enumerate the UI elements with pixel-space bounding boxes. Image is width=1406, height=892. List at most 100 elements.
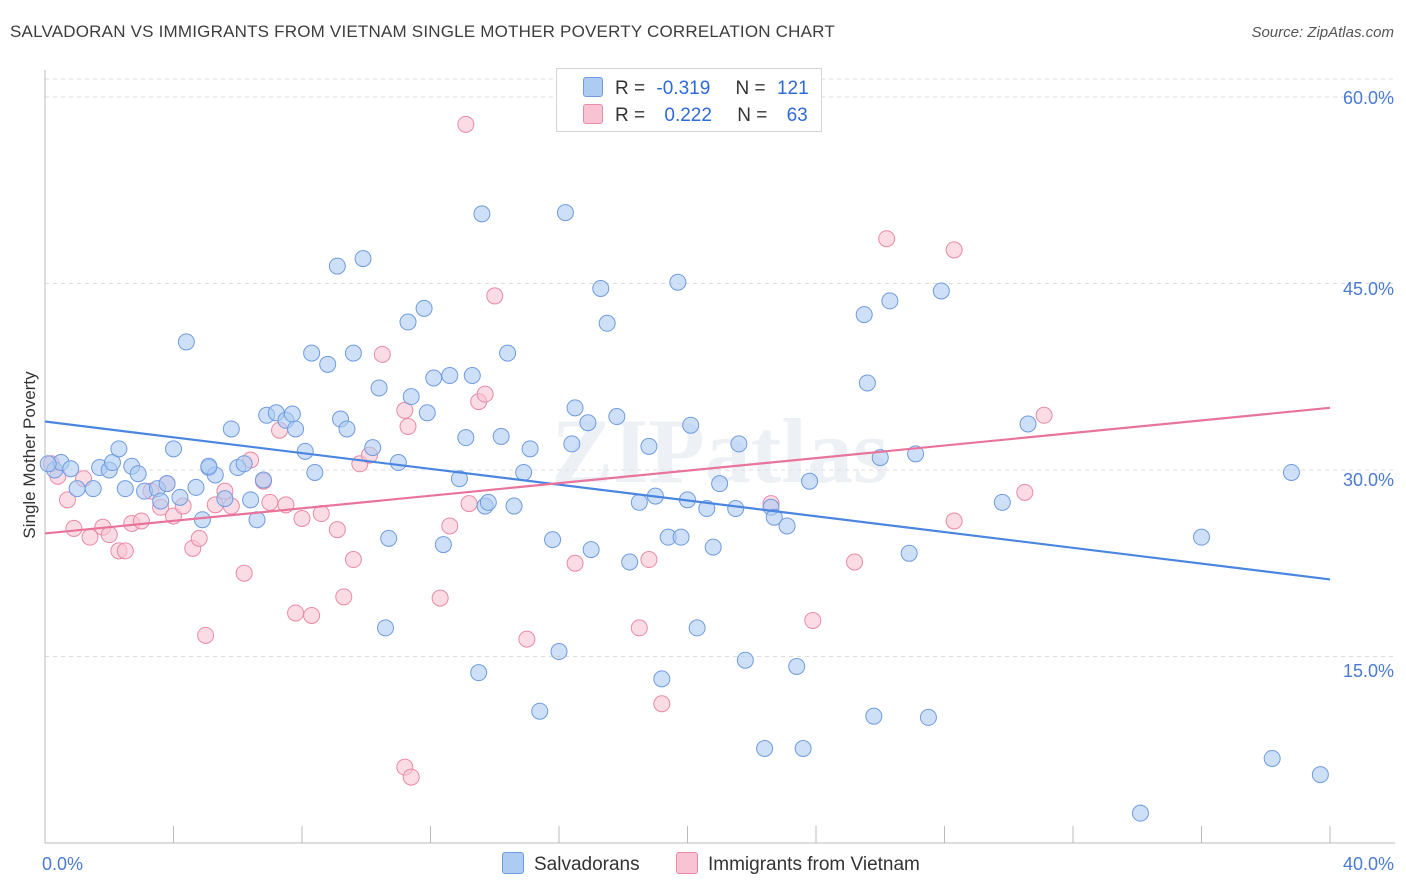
vietnam-point [486, 287, 504, 305]
data-points [39, 115, 1329, 822]
vietnam-point [235, 564, 253, 582]
y-tick-label-45: 45.0% [1343, 279, 1394, 299]
salvadoran-point [415, 299, 433, 317]
salvadoran-point [505, 497, 523, 515]
vietnam-point [132, 512, 150, 530]
correlation-legend: R = -0.319 N = 121 R = 0.222 N = 63 [556, 68, 822, 132]
salvadoran-point [563, 435, 581, 453]
axes [44, 70, 1395, 844]
bottom-legend-swatch-vietnam [676, 852, 698, 874]
legend-r-value-salvadorans: -0.319 [656, 78, 711, 99]
salvadoran-point [801, 472, 819, 490]
salvadoran-point [598, 314, 616, 332]
vietnam-point [566, 554, 584, 572]
vietnam-point [1016, 483, 1034, 501]
salvadoran-point [499, 344, 517, 362]
salvadoran-point [640, 437, 658, 455]
trend-lines [44, 406, 1331, 581]
salvadoran-point [370, 379, 388, 397]
salvadoran-point [177, 333, 195, 351]
salvadoran-point [187, 478, 205, 496]
vietnam-point [518, 630, 536, 648]
salvadoran-point [900, 544, 918, 562]
salvadoran-point [579, 414, 597, 432]
vietnam-point [293, 509, 311, 527]
salvadoran-point [364, 439, 382, 457]
salvadoran-point [993, 493, 1011, 511]
vietnam-point [441, 517, 459, 535]
chart-title: SALVADORAN VS IMMIGRANTS FROM VIETNAM SI… [10, 22, 835, 41]
salvadoran-point [621, 553, 639, 571]
vietnam-point [373, 345, 391, 363]
salvadoran-point [425, 369, 443, 387]
bottom-legend-vietnam: Immigrants from Vietnam [676, 852, 920, 876]
vietnam-point [287, 604, 305, 622]
salvadoran-point [62, 460, 80, 478]
salvadoran-point [550, 643, 568, 661]
salvadoran-point [402, 388, 420, 406]
salvadoran-point [672, 528, 690, 546]
source-label: Source: ZipAtlas.com [1251, 24, 1394, 41]
vietnam-point [804, 611, 822, 629]
salvadoran-point [682, 416, 700, 434]
y-tick-label-60: 60.0% [1343, 88, 1394, 108]
legend-n-value-vietnam: 63 [786, 105, 808, 126]
salvadoran-point [531, 702, 549, 720]
bottom-legend-salvadorans: Salvadorans [502, 852, 640, 876]
salvadoran-point [592, 279, 610, 297]
legend-row-salvadorans: R = -0.319 N = 121 [583, 77, 809, 101]
salvadoran-trend-line [44, 420, 1331, 581]
salvadoran-point [907, 445, 925, 463]
salvadoran-point [254, 471, 272, 489]
vietnam-point [640, 551, 658, 569]
salvadoran-point [479, 493, 497, 511]
vietnam-point [328, 521, 346, 539]
salvadoran-point [855, 306, 873, 324]
salvadoran-point [193, 511, 211, 529]
bottom-legend-label-salvadorans: Salvadorans [534, 854, 640, 875]
salvadoran-point [283, 405, 301, 423]
x-tick-label-max: 40.0% [1343, 854, 1394, 874]
salvadoran-point [103, 454, 121, 472]
salvadoran-point [450, 470, 468, 488]
salvadoran-point [165, 440, 182, 458]
salvadoran-point [1193, 528, 1210, 546]
salvadoran-point [303, 344, 321, 362]
salvadoran-point [84, 480, 102, 498]
salvadoran-point [457, 429, 475, 447]
vietnam-point [846, 553, 864, 571]
salvadoran-point [338, 420, 356, 438]
salvadoran-point [235, 455, 253, 473]
vietnam-point [460, 495, 478, 513]
salvadoran-point [399, 313, 417, 331]
vietnam-point [344, 551, 362, 569]
salvadoran-point [1282, 463, 1300, 481]
vietnam-point [100, 526, 118, 544]
salvadoran-point [287, 420, 305, 438]
salvadoran-point [473, 205, 491, 223]
salvadoran-point [608, 408, 626, 426]
salvadoran-point [919, 708, 937, 726]
salvadoran-point [788, 657, 806, 675]
bottom-legend-label-vietnam: Immigrants from Vietnam [708, 854, 920, 875]
legend-r-label: R = [615, 78, 646, 99]
legend-swatch-vietnam [583, 104, 603, 124]
salvadoran-point [200, 457, 218, 475]
salvadoran-point [1131, 804, 1149, 822]
vietnam-point [58, 491, 76, 509]
salvadoran-point [544, 531, 562, 549]
y-tick-label-15: 15.0% [1343, 661, 1394, 681]
y-axis-title: Single Mother Poverty [20, 371, 39, 539]
legend-swatch-salvadorans [583, 77, 603, 97]
salvadoran-point [865, 707, 883, 725]
vietnam-point [476, 385, 494, 403]
vietnam-point [335, 588, 353, 606]
salvadoran-point [306, 463, 324, 481]
salvadoran-point [765, 508, 783, 526]
vietnam-point [431, 589, 449, 607]
y-tick-label-30: 30.0% [1343, 470, 1394, 490]
salvadoran-point [68, 480, 86, 498]
salvadoran-point [377, 619, 395, 637]
salvadoran-point [152, 492, 170, 510]
salvadoran-point [110, 440, 128, 458]
